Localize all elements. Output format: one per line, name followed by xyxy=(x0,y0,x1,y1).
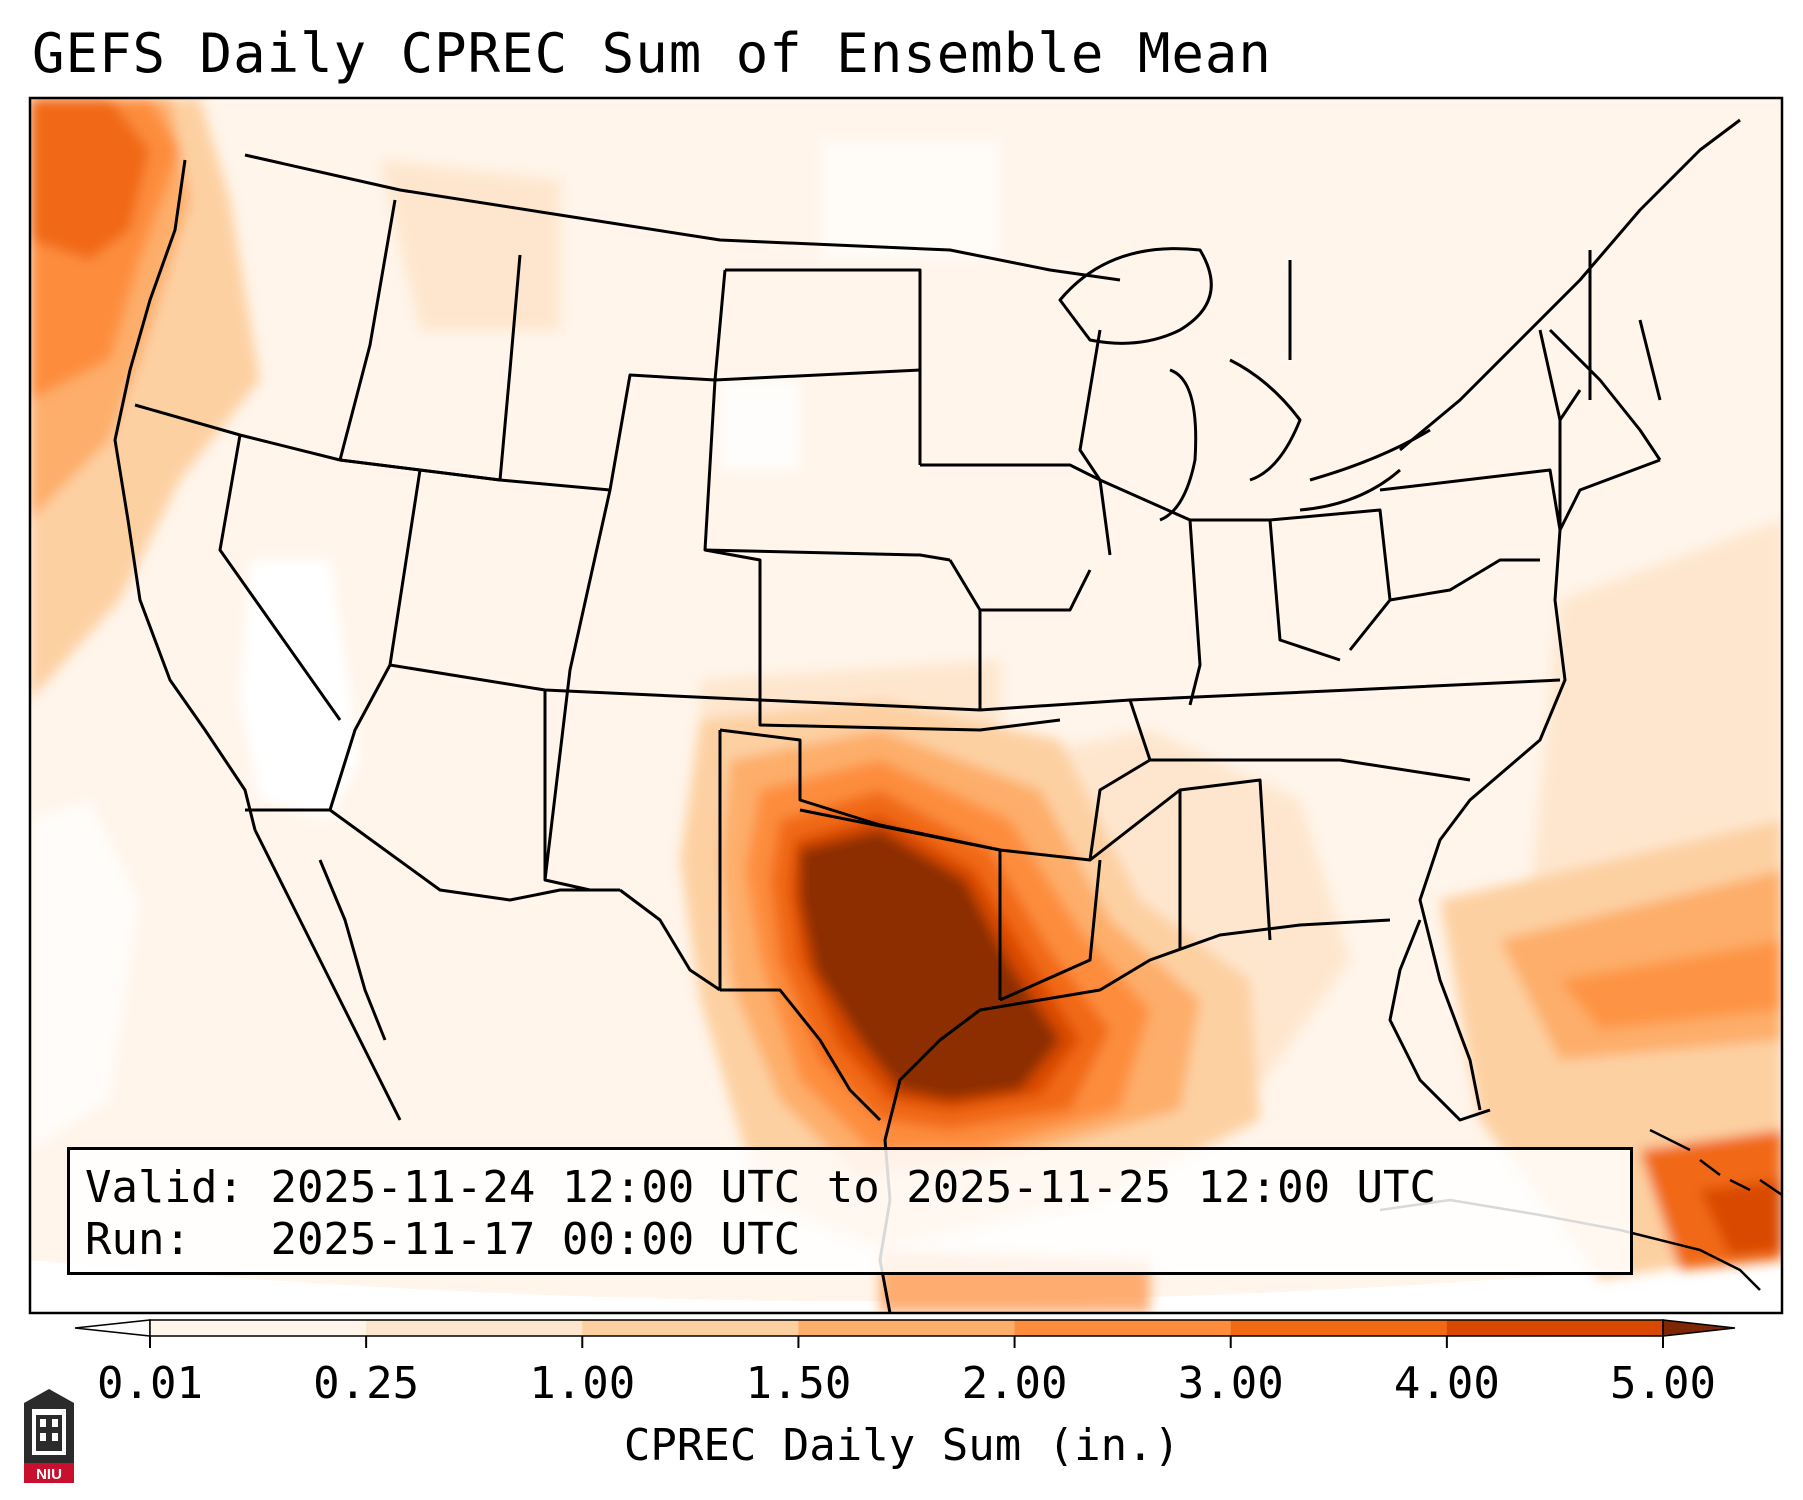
valid-value: 2025-11-24 12:00 UTC to 2025-11-25 12:00… xyxy=(270,1162,1437,1213)
map-frame xyxy=(28,96,1784,1315)
colorbar-over-arrow xyxy=(1662,1319,1736,1337)
run-line: Run: 2025-11-17 00:00 UTC xyxy=(85,1214,800,1265)
colorbar-tick-label: 1.00 xyxy=(529,1358,636,1409)
run-label: Run: xyxy=(85,1214,191,1265)
run-value: 2025-11-17 00:00 UTC xyxy=(270,1214,801,1265)
logo-text: NIU xyxy=(36,1466,62,1483)
colorbar-segment xyxy=(1014,1320,1232,1336)
colorbar-outline xyxy=(149,1319,1664,1337)
state-borders xyxy=(113,118,1782,1313)
colorbar-segment xyxy=(798,1320,1016,1336)
map-title: GEFS Daily CPREC Sum of Ensemble Mean xyxy=(32,22,1272,85)
colorbar-tick-label: 3.00 xyxy=(1177,1358,1284,1409)
valid-line: Valid: 2025-11-24 12:00 UTC to 2025-11-2… xyxy=(85,1162,1436,1213)
colorbar xyxy=(74,1319,1736,1348)
colorbar-tick-label: 4.00 xyxy=(1393,1358,1500,1409)
colorbar-tick-label: 5.00 xyxy=(1610,1358,1716,1409)
colorbar-tick-label: 0.01 xyxy=(97,1358,203,1409)
colorbar-tick-label: 1.50 xyxy=(745,1358,852,1409)
colorbar-segment xyxy=(1446,1320,1664,1336)
colorbar-tick-label: 0.25 xyxy=(313,1358,420,1409)
info-box: Valid: 2025-11-24 12:00 UTC to 2025-11-2… xyxy=(67,1147,1633,1275)
colorbar-segment xyxy=(582,1320,799,1336)
colorbar-segment xyxy=(1230,1320,1448,1336)
colorbar-segment xyxy=(150,1320,367,1336)
colorbar-label: CPREC Daily Sum (in.) xyxy=(623,1420,1181,1471)
colorbar-segment xyxy=(366,1320,583,1336)
colorbar-tick-label: 2.00 xyxy=(961,1358,1068,1409)
niu-logo: NIU xyxy=(24,1389,74,1483)
colorbar-under-arrow xyxy=(74,1319,151,1337)
valid-label: Valid: xyxy=(85,1162,244,1213)
precip-field xyxy=(30,98,1782,1313)
